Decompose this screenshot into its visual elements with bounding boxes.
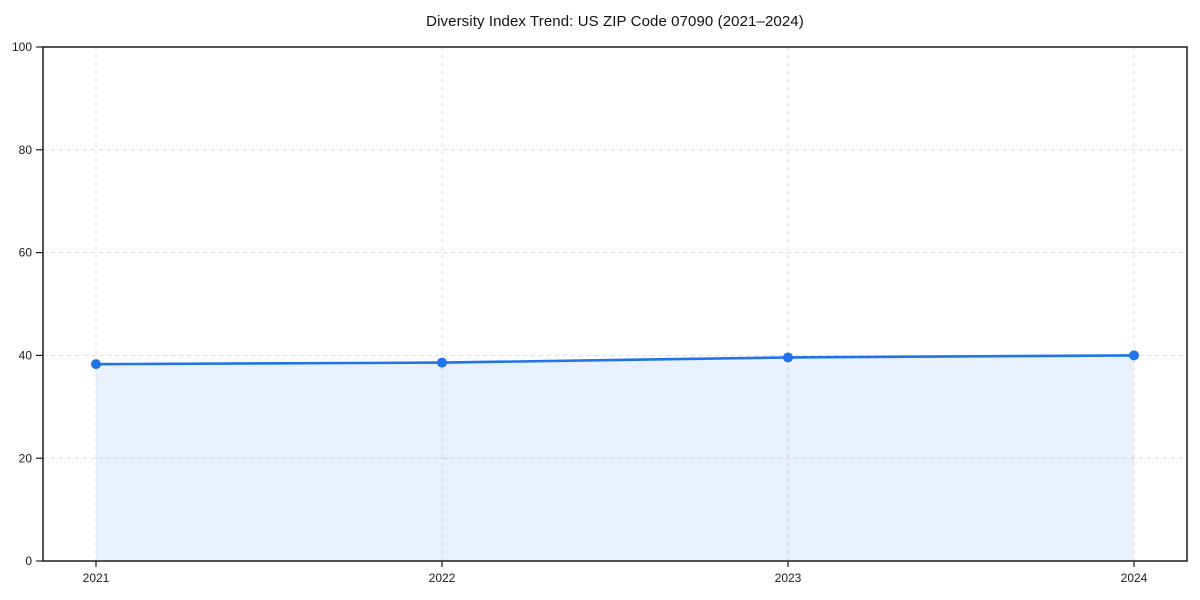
x-tick-label-2021: 2021 — [83, 571, 110, 585]
x-tick-label-2022: 2022 — [429, 571, 456, 585]
chart-title: Diversity Index Trend: US ZIP Code 07090… — [426, 13, 804, 30]
y-tick-label-80: 80 — [19, 143, 33, 157]
data-point-2021 — [91, 359, 101, 370]
data-point-2022 — [437, 357, 447, 368]
x-tick-label-2023: 2023 — [775, 571, 802, 585]
data-point-2023 — [783, 352, 793, 363]
area-fill — [96, 355, 1134, 561]
y-tick-label-60: 60 — [19, 246, 33, 260]
y-tick-label-20: 20 — [19, 451, 33, 465]
trend-line — [94, 354, 1136, 366]
y-tick-label-0: 0 — [25, 554, 32, 568]
y-tick-label-100: 100 — [12, 40, 32, 54]
plot-border — [42, 46, 1188, 562]
y-tick-label-40: 40 — [19, 348, 33, 362]
x-tick-label-2024: 2024 — [1121, 571, 1148, 585]
data-point-2024 — [1129, 350, 1139, 361]
